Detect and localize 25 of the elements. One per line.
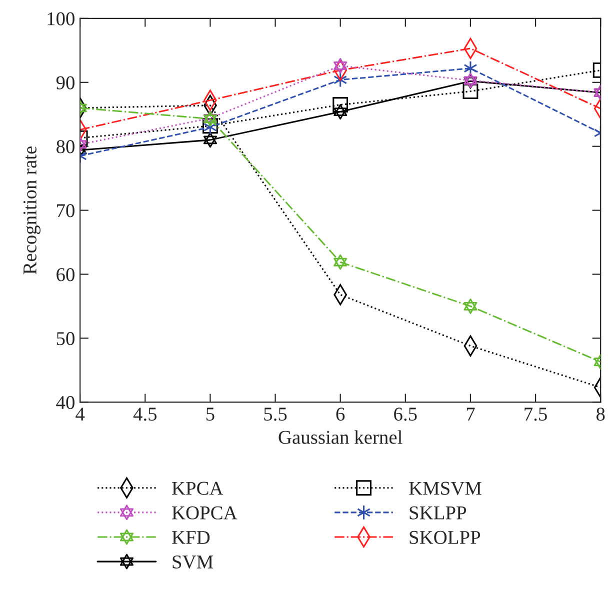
x-tick-label: 8 <box>596 408 605 421</box>
y-tick-label: 100 <box>48 12 74 26</box>
x-tick-label: 6 <box>336 408 345 421</box>
x-tick-label: 5.5 <box>264 408 287 421</box>
legend-label: SKLPP <box>410 506 466 520</box>
legend-label: SVM <box>172 555 214 569</box>
legend-label: KFD <box>172 531 210 544</box>
legend-label: KMSVM <box>409 482 482 495</box>
x-axis-title: Gaussian kernel <box>278 430 402 444</box>
x-tick-label: 5 <box>206 408 214 421</box>
y-tick-label: 60 <box>56 268 74 282</box>
y-axis-title: Recognition rate <box>23 146 40 274</box>
y-tick-label: 90 <box>56 76 74 90</box>
legend-label: SKOLPP <box>410 530 480 544</box>
legend-label: KPCA <box>172 482 224 495</box>
y-tick-label: 40 <box>56 396 74 410</box>
x-tick-label: 7 <box>466 408 475 421</box>
x-tick-label: 4 <box>76 408 85 421</box>
y-tick-label: 50 <box>56 332 74 346</box>
y-tick-label: 70 <box>57 204 74 218</box>
x-tick-label: 7.5 <box>524 408 547 421</box>
x-tick-label: 4.5 <box>133 408 157 421</box>
x-tick-label: 6.5 <box>394 408 417 421</box>
legend-label: KOPCA <box>172 506 238 520</box>
y-tick-label: 80 <box>56 140 74 154</box>
